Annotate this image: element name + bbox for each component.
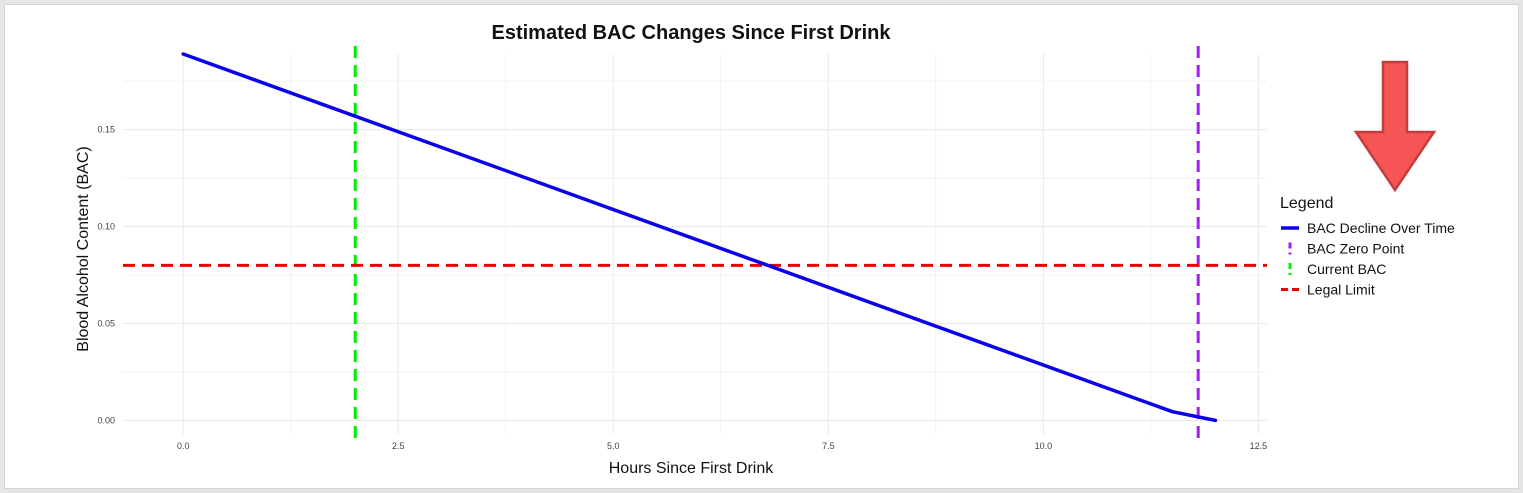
x-tick-label: 7.5	[822, 441, 835, 451]
legend-label-legal-limit: Legal Limit	[1307, 282, 1375, 298]
tick-labels: 0.0 2.5 5.0 7.5 10.0 12.5 0.00 0.05 0.10 0.15	[97, 125, 1267, 451]
legend-title: Legend	[1280, 195, 1333, 212]
down-arrow-icon	[1353, 60, 1437, 193]
legend-label-bac-zero-point: BAC Zero Point	[1307, 241, 1404, 257]
y-tick-label: 0.00	[97, 415, 115, 425]
y-axis-label: Blood Alcohol Content (BAC)	[75, 146, 92, 351]
reference-lines	[123, 46, 1267, 440]
y-tick-label: 0.10	[97, 222, 115, 232]
chart-frame: 0.0 2.5 5.0 7.5 10.0 12.5 0.00 0.05 0.10 0.15 Est…	[4, 4, 1519, 489]
x-axis-label: Hours Since First Drink	[609, 460, 774, 477]
legend: Legend BAC Decline Over Time BAC Zero Poi…	[1280, 195, 1455, 298]
x-tick-label: 12.5	[1250, 441, 1268, 451]
legend-label-current-bac: Current BAC	[1307, 261, 1386, 277]
x-tick-label: 10.0	[1035, 441, 1053, 451]
x-tick-label: 2.5	[392, 441, 405, 451]
x-tick-label: 0.0	[177, 441, 190, 451]
legend-label-bac-decline-over-time: BAC Decline Over Time	[1307, 220, 1455, 236]
y-tick-label: 0.15	[97, 125, 115, 135]
bac-line-chart: 0.0 2.5 5.0 7.5 10.0 12.5 0.00 0.05 0.10 0.15 Est…	[75, 22, 1455, 477]
bac-decline-line	[181, 52, 1218, 423]
x-tick-label: 5.0	[607, 441, 620, 451]
y-tick-label: 0.05	[97, 318, 115, 328]
series	[181, 52, 1218, 423]
chart-title: Estimated BAC Changes Since First Drink	[492, 22, 892, 44]
grid	[123, 54, 1267, 434]
